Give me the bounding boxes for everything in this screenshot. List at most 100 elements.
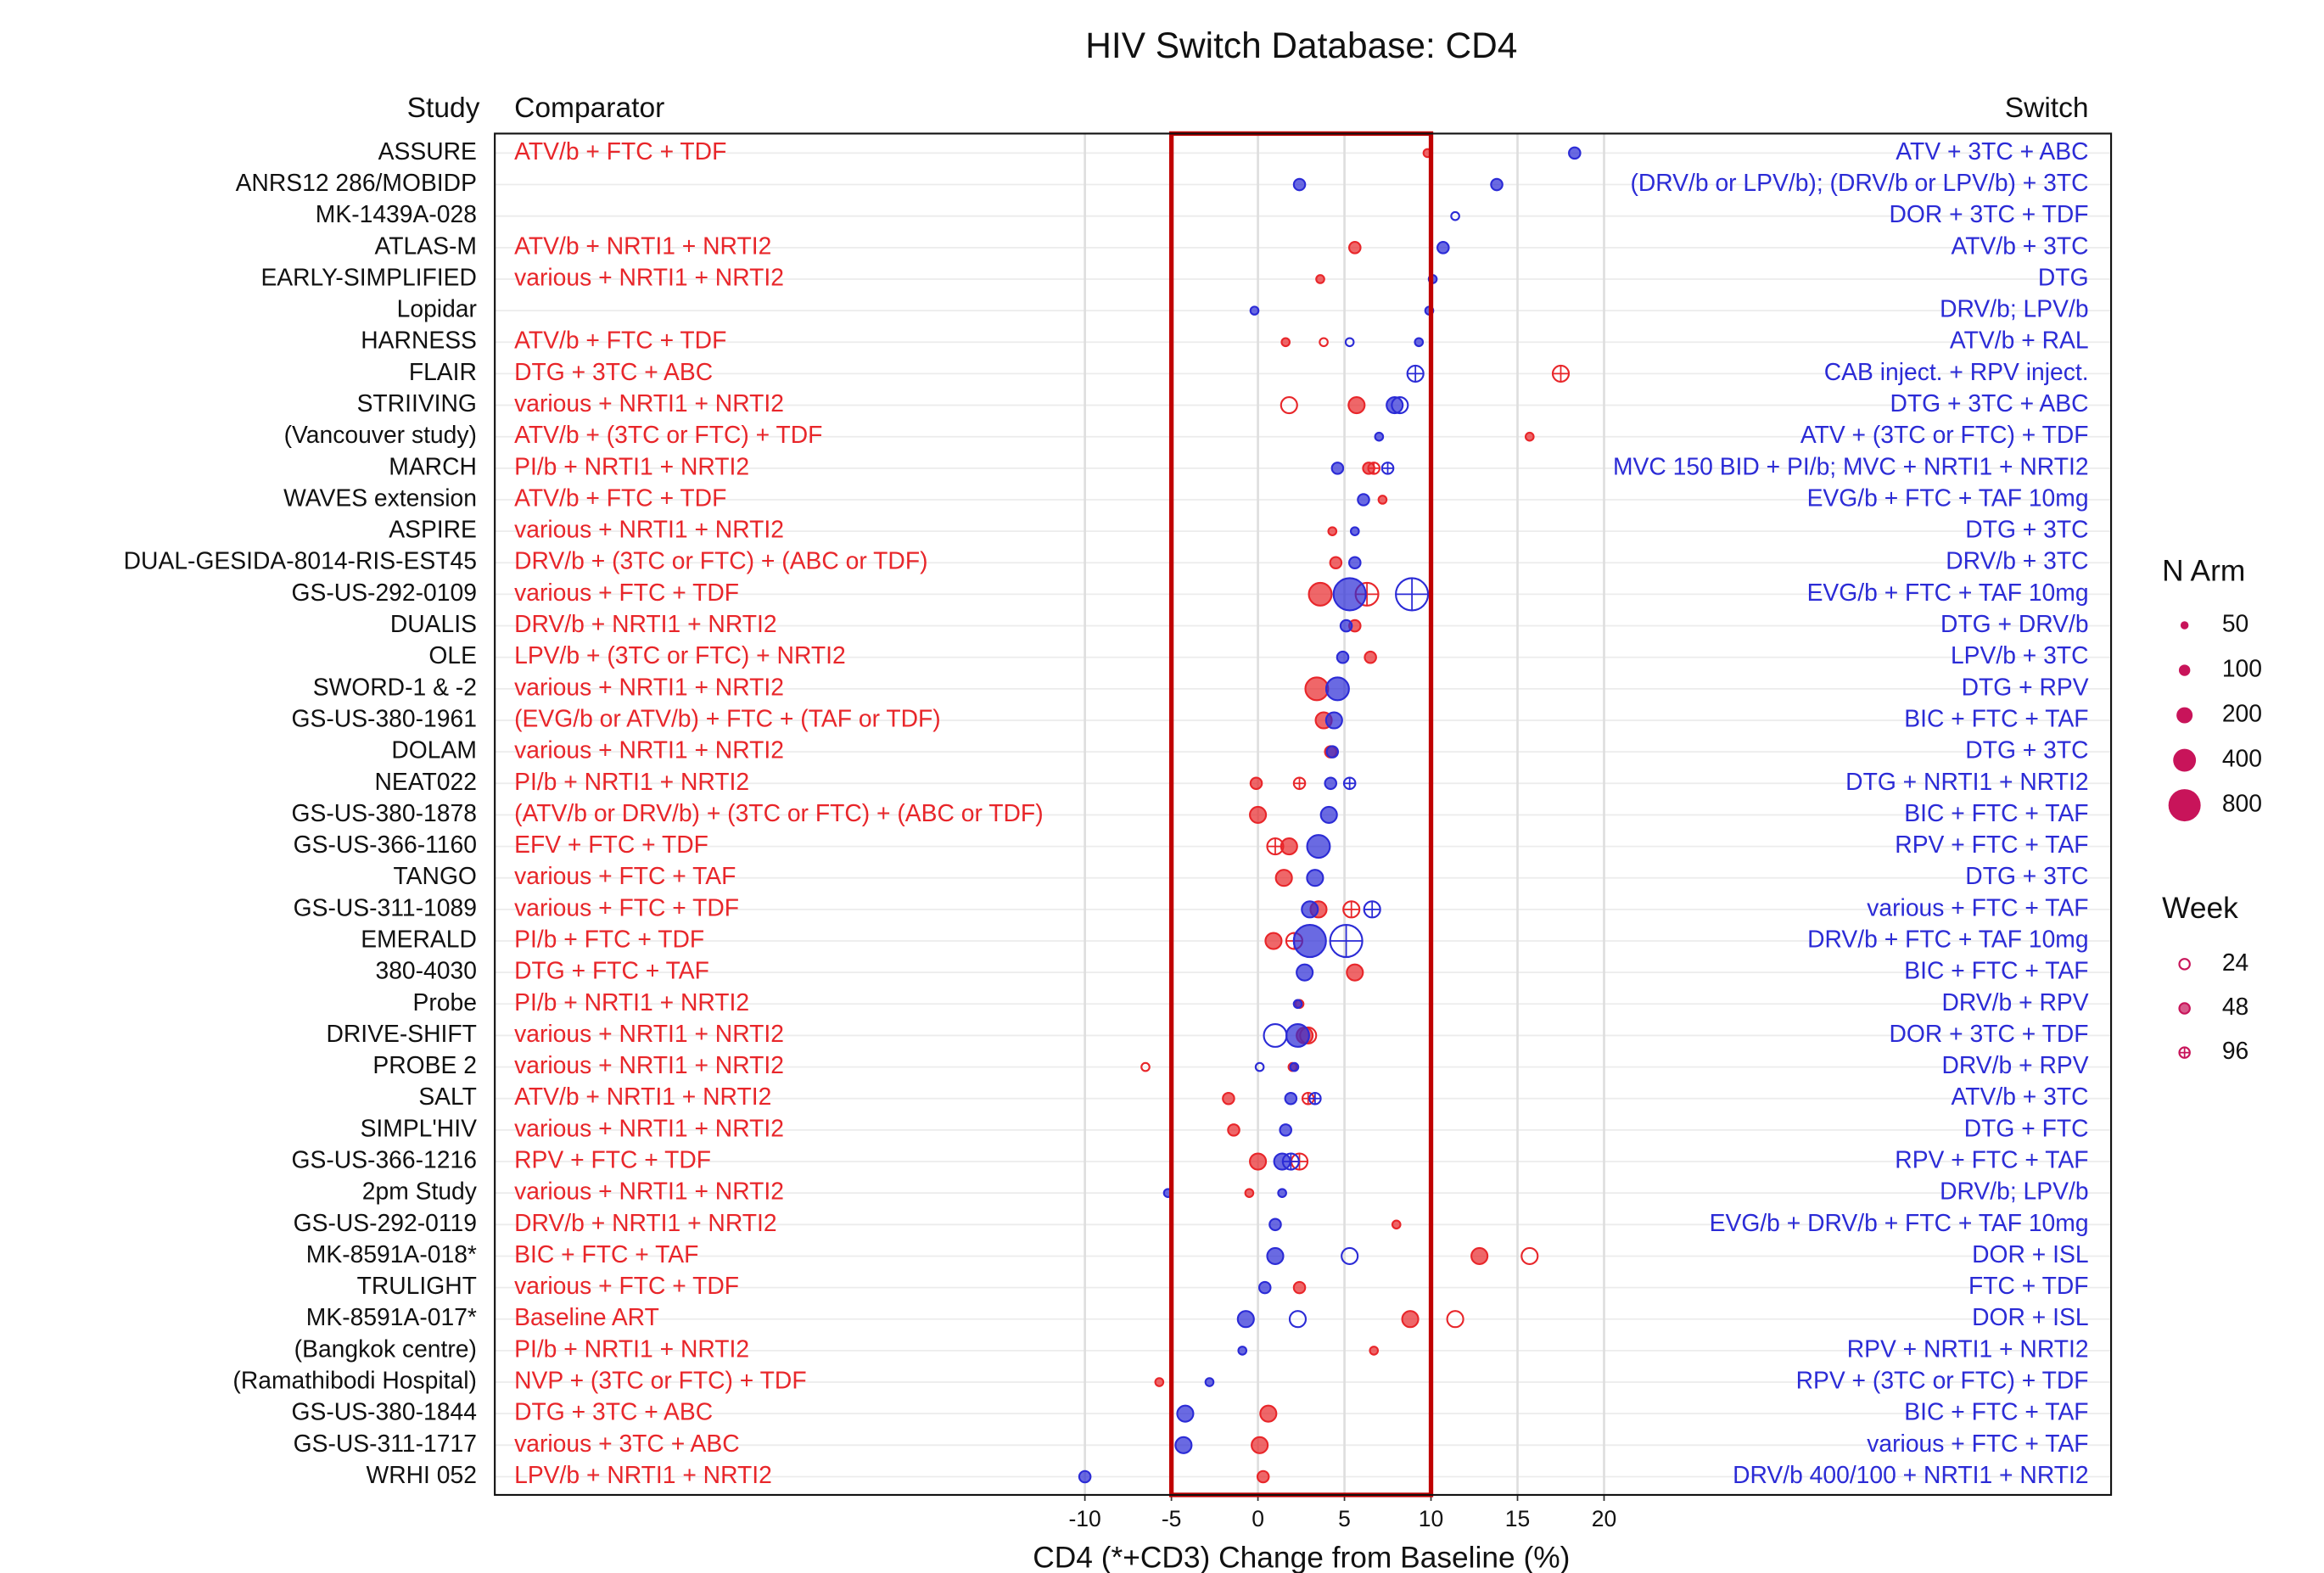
comparator-label: various + NRTI1 + NRTI2: [514, 736, 784, 764]
x-tick-label: 0: [1252, 1506, 1264, 1531]
study-label: MK-8591A-018*: [306, 1240, 477, 1268]
study-label: ATLAS-M: [375, 232, 477, 259]
week-legend-title: Week: [2162, 892, 2238, 925]
marker: [2178, 958, 2191, 971]
switch-label: DTG: [2038, 263, 2089, 290]
marker: [1329, 556, 1343, 570]
marker: [1306, 869, 1324, 887]
point: [1277, 1188, 1287, 1198]
week-legend-label: 96: [2222, 1037, 2248, 1064]
point: [1324, 776, 1338, 791]
marker: [1341, 1246, 1359, 1266]
size-legend-label: 400: [2222, 745, 2262, 772]
marker: [1266, 1246, 1285, 1266]
study-label: GS-US-292-0109: [292, 579, 477, 606]
size-legend-mark: [2180, 621, 2189, 630]
point: [1204, 1377, 1215, 1387]
marker: [1264, 932, 1283, 950]
marker: [1436, 241, 1450, 255]
study-label: GS-US-366-1216: [292, 1145, 477, 1173]
marker: [1386, 395, 1404, 415]
point: [1280, 395, 1298, 415]
marker: [1315, 274, 1325, 284]
marker: [1332, 577, 1367, 612]
comparator-label: DRV/b + NRTI1 + NRTI2: [514, 610, 776, 637]
point: [1391, 395, 1409, 415]
point: [1176, 1404, 1195, 1423]
study-label: DRIVE-SHIFT: [326, 1020, 476, 1047]
point: [1336, 650, 1350, 664]
point: [1319, 805, 1338, 824]
comparator-label: ATV/b + NRTI1 + NRTI2: [514, 232, 771, 259]
marker: [1349, 526, 1360, 536]
point: [1377, 495, 1388, 505]
switch-label: ATV + 3TC + ABC: [1896, 137, 2088, 165]
point: [1259, 1404, 1278, 1423]
comparator-label: ATV/b + FTC + TDF: [514, 327, 726, 354]
marker: [1330, 462, 1345, 475]
size-legend-mark: [2176, 707, 2193, 724]
marker: [1249, 805, 1268, 824]
marker: [1329, 923, 1364, 959]
study-label: SALT: [418, 1083, 477, 1110]
comparator-label: RPV + FTC + TDF: [514, 1145, 711, 1173]
marker: [1280, 395, 1298, 415]
size-legend-label: 50: [2222, 610, 2248, 637]
switch-header: Switch: [2005, 92, 2089, 124]
study-label: FLAIR: [409, 358, 477, 385]
marker: [1446, 1310, 1464, 1329]
marker: [1284, 1091, 1298, 1106]
point: [1280, 337, 1291, 348]
point: [1249, 305, 1260, 316]
marker: [1308, 1091, 1322, 1106]
point: [1446, 1310, 1464, 1329]
point: [1306, 869, 1324, 887]
study-label: GS-US-380-1961: [292, 704, 477, 731]
switch-label: DRV/b; LPV/b: [1940, 1178, 2088, 1205]
marker: [1380, 462, 1395, 475]
marker: [1319, 337, 1329, 348]
week-legend-label: 48: [2222, 993, 2248, 1020]
point: [1222, 1091, 1235, 1106]
switch-label: ATV/b + 3TC: [1952, 1083, 2089, 1110]
study-label: ASSURE: [378, 137, 477, 165]
study-label: (Bangkok centre): [294, 1335, 477, 1362]
point: [1289, 1061, 1300, 1072]
marker: [1277, 1188, 1287, 1198]
point: [1327, 526, 1338, 536]
marker: [1268, 1218, 1282, 1232]
marker: [1406, 364, 1425, 383]
size-legend-title: N Arm: [2162, 555, 2245, 588]
switch-label: DRV/b + RPV: [1941, 1051, 2088, 1078]
marker: [1227, 1123, 1240, 1137]
comparator-label: various + FTC + TAF: [514, 862, 736, 889]
comparator-label: LPV/b + NRTI1 + NRTI2: [514, 1461, 772, 1488]
point: [1490, 177, 1504, 192]
point: [1348, 241, 1362, 255]
comparator-label: PI/b + NRTI1 + NRTI2: [514, 988, 749, 1016]
marker: [1281, 1152, 1300, 1171]
point: [1520, 1246, 1539, 1266]
marker: [1347, 395, 1366, 415]
switch-label: FTC + TDF: [1968, 1272, 2089, 1299]
switch-label: ATV/b + 3TC: [1952, 232, 2089, 259]
marker: [1325, 745, 1340, 759]
comparator-label: various + FTC + TDF: [514, 579, 739, 606]
study-label: WRHI 052: [367, 1461, 477, 1488]
point: [1332, 577, 1367, 612]
point: [1348, 556, 1362, 570]
comparator-label: DTG + 3TC + ABC: [514, 358, 713, 385]
size-legend-label: 800: [2222, 790, 2262, 817]
switch-label: ATV + (3TC or FTC) + TDF: [1800, 421, 2089, 448]
comparator-label: ATV/b + NRTI1 + NRTI2: [514, 1083, 771, 1110]
switch-label: DOR + 3TC + TDF: [1889, 200, 2088, 227]
switch-label: RPV + NRTI1 + NRTI2: [1847, 1335, 2089, 1362]
point: [1568, 146, 1582, 160]
marker: [1249, 305, 1260, 316]
marker: [1251, 1436, 1269, 1454]
point: [1470, 1246, 1489, 1266]
marker: [1391, 395, 1409, 415]
marker: [1369, 1346, 1380, 1356]
comparator-label: DTG + 3TC + ABC: [514, 1398, 713, 1425]
